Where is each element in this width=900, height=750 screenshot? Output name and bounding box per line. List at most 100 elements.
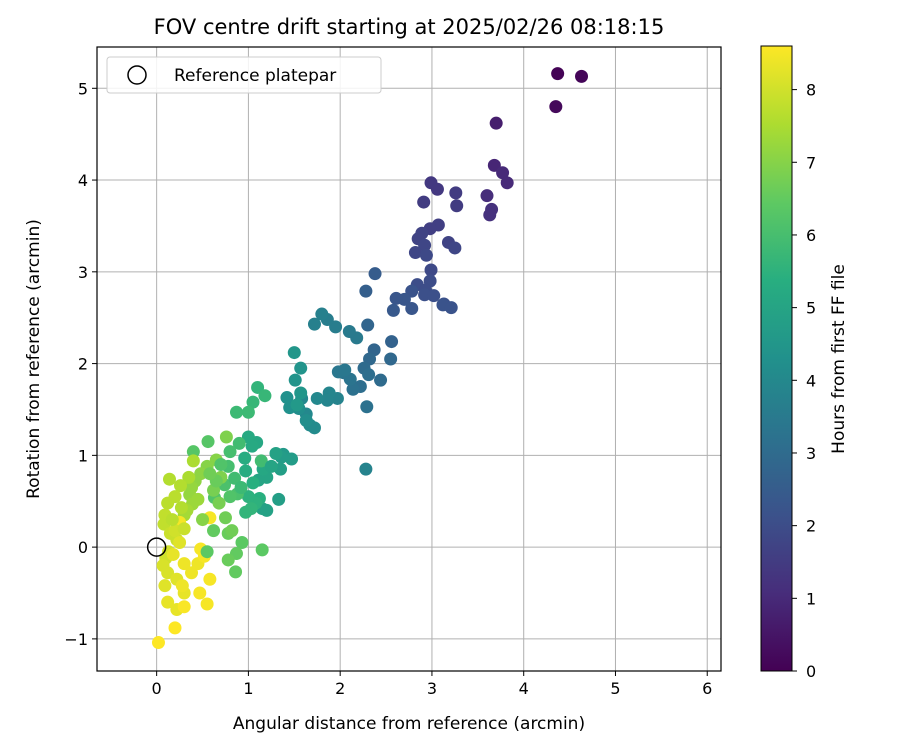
data-point: [228, 471, 242, 485]
data-point: [241, 490, 255, 504]
data-point: [177, 600, 191, 614]
data-point: [201, 435, 215, 449]
data-point: [221, 553, 235, 567]
data-point: [173, 536, 187, 550]
x-tick-label: 6: [702, 679, 712, 698]
data-point: [182, 470, 196, 484]
data-point: [235, 536, 249, 550]
data-point: [449, 186, 463, 200]
data-point: [161, 566, 175, 580]
data-point: [287, 346, 301, 360]
colorbar-tick-label: 7: [806, 153, 816, 172]
data-point: [203, 572, 217, 586]
data-point: [450, 199, 464, 213]
colorbar-tick-label: 6: [806, 226, 816, 245]
data-point: [338, 363, 352, 377]
data-point: [238, 451, 252, 465]
colorbar-tick-label: 8: [806, 81, 816, 100]
y-tick-label: 3: [78, 263, 88, 282]
y-tick-label: −1: [64, 630, 88, 649]
data-point: [223, 445, 237, 459]
colorbar-tick-label: 4: [806, 371, 816, 390]
colorbar: 0 1 2 3 4 5 6 7 8 Hours from first FF file: [760, 45, 849, 681]
data-point: [218, 511, 232, 525]
plot-frame: [96, 46, 722, 672]
legend: Reference platepar: [106, 56, 382, 94]
data-point: [551, 67, 565, 81]
colorbar-tick-label: 3: [806, 444, 816, 463]
data-point: [549, 100, 563, 114]
data-point: [161, 595, 175, 609]
data-point: [185, 566, 199, 580]
x-tick-label: 2: [335, 679, 345, 698]
data-point: [384, 352, 398, 366]
data-point: [294, 361, 308, 375]
data-point: [294, 386, 308, 400]
data-point: [177, 557, 191, 571]
data-point: [246, 476, 260, 490]
data-point: [260, 503, 274, 517]
data-point: [200, 597, 214, 611]
data-point: [448, 241, 462, 255]
data-point: [161, 496, 175, 510]
grid-lines: [97, 47, 721, 671]
x-tick-label: 5: [610, 679, 620, 698]
legend-box: [106, 56, 382, 94]
colorbar-gradient: [760, 45, 793, 672]
data-point: [229, 565, 243, 579]
data-point: [444, 301, 458, 315]
data-point: [361, 318, 375, 332]
data-point: [272, 492, 286, 506]
y-tick-label: 2: [78, 355, 88, 374]
data-point: [285, 452, 299, 466]
data-point: [307, 317, 321, 331]
data-point: [223, 490, 237, 504]
colorbar-tick-label: 0: [806, 662, 816, 681]
data-point: [162, 472, 176, 486]
data-point: [374, 373, 388, 387]
data-point: [483, 208, 497, 222]
data-point: [288, 373, 302, 387]
y-tick-label: 5: [78, 79, 88, 98]
data-point: [496, 166, 510, 180]
data-point: [418, 238, 432, 252]
y-axis-label: Rotation from reference (arcmin): [24, 219, 44, 499]
data-point: [320, 393, 334, 407]
data-point: [177, 522, 191, 536]
data-point: [489, 116, 503, 130]
colorbar-tick-label: 1: [806, 589, 816, 608]
data-point: [362, 368, 376, 382]
data-point: [175, 579, 189, 593]
y-axis-ticks: −1 0 1 2 3 4 5: [64, 79, 97, 649]
data-point: [207, 524, 221, 538]
data-point: [417, 195, 431, 209]
data-point: [419, 248, 433, 262]
x-tick-label: 0: [152, 679, 162, 698]
y-tick-label: 4: [78, 171, 88, 190]
y-tick-label: 0: [78, 538, 88, 557]
data-point: [290, 398, 304, 412]
data-point: [480, 189, 494, 203]
data-point: [389, 291, 403, 305]
data-point: [196, 513, 210, 527]
data-point: [255, 543, 269, 557]
x-axis-label: Angular distance from reference (arcmin): [233, 714, 585, 734]
data-point: [212, 496, 226, 510]
data-point: [174, 479, 188, 493]
data-point: [264, 459, 278, 473]
y-tick-label: 1: [78, 446, 88, 465]
data-point: [214, 458, 228, 472]
data-point: [166, 547, 180, 561]
chart-title: FOV centre drift starting at 2025/02/26 …: [154, 15, 665, 39]
data-point: [203, 467, 217, 481]
data-point: [241, 405, 255, 419]
x-axis-ticks: 0 1 2 3 4 5 6: [152, 671, 712, 698]
x-tick-label: 3: [427, 679, 437, 698]
data-point: [225, 524, 239, 538]
data-point: [424, 263, 438, 277]
data-point: [246, 395, 260, 409]
data-point: [193, 586, 207, 600]
data-point: [239, 464, 253, 478]
data-point: [158, 579, 172, 593]
